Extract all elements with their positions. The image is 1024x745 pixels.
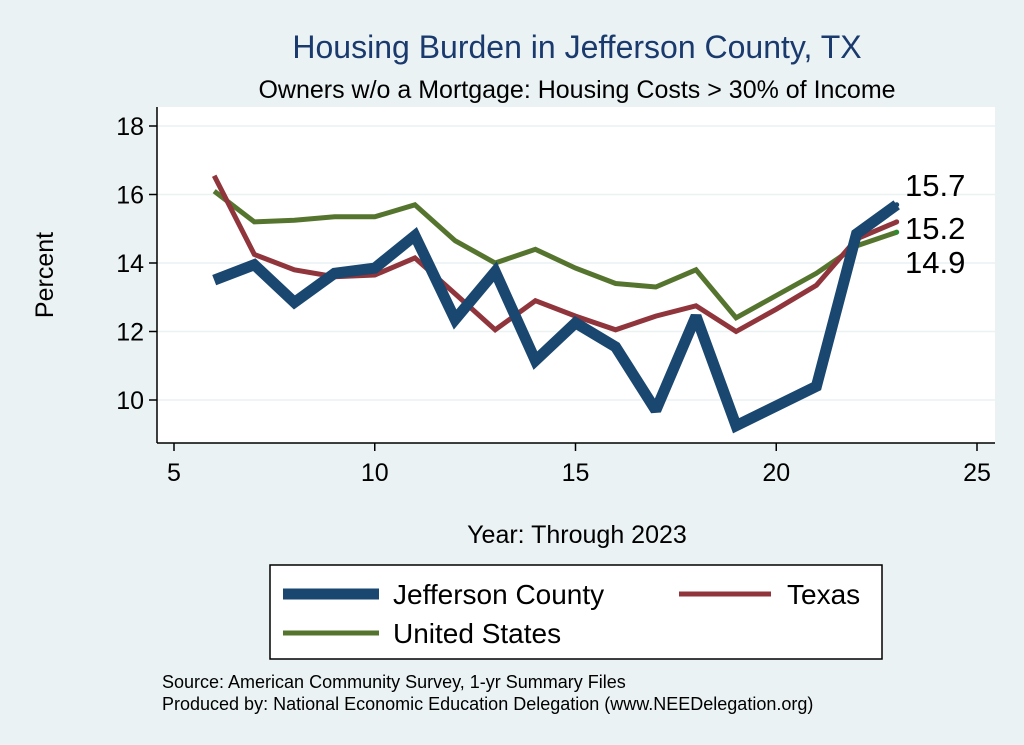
y-axis-label: Percent	[31, 232, 59, 318]
series-line-jefferson-county	[212, 200, 900, 434]
plot-area	[157, 107, 995, 443]
source-note: Source: American Community Survey, 1-yr …	[162, 672, 626, 692]
chart-subtitle: Owners w/o a Mortgage: Housing Costs > 3…	[258, 76, 895, 104]
y-tick-label: 18	[116, 113, 144, 141]
end-label-jefferson-county: 15.7	[905, 168, 965, 203]
x-tick-label: 25	[963, 459, 991, 487]
legend: Jefferson County Texas United States	[269, 564, 883, 660]
y-tick-label: 12	[116, 319, 144, 347]
series-endpoint	[894, 229, 900, 235]
y-tick-label: 10	[116, 387, 144, 415]
legend-label: Jefferson County	[393, 579, 604, 610]
series-line-united-states	[212, 189, 898, 321]
legend-label: United States	[393, 618, 561, 649]
producer-note: Produced by: National Economic Education…	[162, 694, 813, 714]
x-tick-label: 10	[361, 459, 389, 487]
series-endpoint	[894, 202, 900, 208]
end-label-texas: 15.2	[905, 211, 965, 246]
series-endpoint	[894, 219, 900, 225]
axes: 10 12 14 16 18 5 10 15 20 25	[116, 107, 995, 487]
x-tick-label: 20	[762, 459, 790, 487]
chart-title: Housing Burden in Jefferson County, TX	[292, 29, 861, 65]
end-label-united-states: 14.9	[905, 245, 965, 280]
legend-label: Texas	[787, 579, 860, 610]
gridlines	[157, 125, 995, 401]
y-tick-label: 16	[116, 182, 144, 210]
x-axis-label: Year: Through 2023	[467, 521, 687, 549]
y-tick-label: 14	[116, 250, 144, 278]
x-tick-label: 5	[167, 459, 181, 487]
legend-box	[269, 564, 883, 660]
end-labels: 15.7 15.214.9	[905, 168, 965, 280]
series-lines	[211, 174, 900, 434]
x-tick-label: 15	[562, 459, 590, 487]
